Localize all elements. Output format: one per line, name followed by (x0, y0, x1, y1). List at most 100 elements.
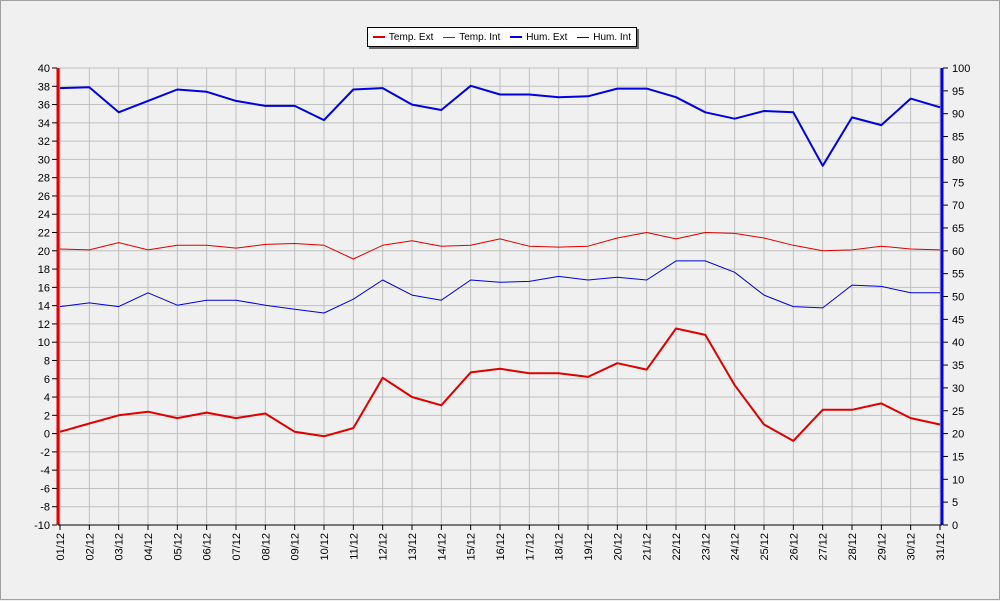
y-right-tick-label: 15 (952, 451, 964, 463)
y-left-tick-label: 22 (38, 228, 50, 240)
x-tick-label: 22/12 (671, 533, 683, 561)
x-tick-label: 06/12 (202, 533, 214, 561)
y-left-tick-label: 0 (44, 429, 50, 441)
x-tick-label: 04/12 (143, 533, 155, 561)
y-right-tick-label: 85 (952, 132, 964, 144)
legend-label: Hum. Int (593, 31, 632, 43)
series-lines (59, 84, 941, 442)
y-left-tick-label: 4 (44, 392, 50, 404)
y-right-tick-label: 25 (952, 406, 964, 418)
y-right-tick-label: 20 (952, 429, 964, 441)
y-right-tick-label: 90 (952, 109, 964, 121)
y-left-tick-label: 6 (44, 374, 50, 386)
y-left-tick-label: 2 (44, 410, 50, 422)
x-tick-label: 18/12 (554, 533, 566, 561)
legend-swatch (577, 36, 590, 38)
y-left-tick-label: 34 (38, 118, 50, 130)
y-left-tick-label: -4 (40, 465, 50, 477)
y-left-tick-label: 38 (38, 81, 50, 93)
x-tick-label: 25/12 (759, 533, 771, 561)
y-left-tick-label: 20 (38, 246, 50, 258)
legend-label: Temp. Ext (388, 31, 434, 43)
legend-entry-temp-int: Temp. Int (443, 32, 500, 43)
legend-entry-temp-ext: Temp. Ext (372, 31, 434, 43)
x-tick-label: 01/12 (55, 533, 67, 561)
x-tick-label: 19/12 (583, 533, 595, 561)
y-left-tick-label: 24 (38, 209, 50, 221)
y-right-tick-label: 95 (952, 86, 964, 98)
y-right-tick-label: 10 (952, 474, 964, 486)
x-tick-label: 15/12 (466, 533, 478, 561)
y-right-tick-label: 45 (952, 314, 964, 326)
y-left-tick-label: -8 (40, 502, 50, 514)
y-left-tick-label: 12 (38, 319, 50, 331)
legend: Temp. Ext Temp. Int Hum. Ext Hum. Int (367, 27, 637, 47)
y-right-ticks: 0 5 10 15 20 25 30 35 40 45 50 55 60 65 70 75 80 85 90 95 10… (943, 63, 970, 532)
x-tick-label: 20/12 (612, 533, 624, 561)
x-tick-label: 26/12 (788, 533, 800, 561)
series-line-temp-int (59, 232, 941, 260)
x-tick-label: 08/12 (260, 533, 272, 561)
x-tick-label: 07/12 (231, 533, 243, 561)
y-left-tick-label: 18 (38, 264, 50, 276)
x-tick-label: 28/12 (847, 533, 859, 561)
y-left-tick-label: -2 (40, 447, 50, 459)
y-right-tick-label: 30 (952, 383, 964, 395)
y-left-tick-label: 10 (38, 337, 50, 349)
y-left-tick-label: 26 (38, 191, 50, 203)
y-right-tick-label: 50 (952, 292, 964, 304)
y-left-tick-label: 28 (38, 173, 50, 185)
y-left-tick-label: 36 (38, 100, 50, 112)
y-left-ticks: -10-8-6-4-202468101214161820222426283032… (34, 63, 57, 532)
y-left-tick-label: -10 (34, 520, 50, 532)
legend-swatch (510, 36, 523, 38)
y-right-tick-label: 100 (952, 63, 970, 75)
x-tick-label: 12/12 (378, 533, 390, 561)
x-tick-label: 05/12 (172, 533, 184, 561)
y-left-tick-label: 30 (38, 154, 50, 166)
x-tick-label: 02/12 (84, 533, 96, 561)
x-tick-label: 13/12 (407, 533, 419, 561)
y-right-tick-label: 35 (952, 360, 964, 372)
x-axis-ticks: 01/12 02/12 03/12 04/12 05/12 06/12 07/12 08/12… (55, 525, 947, 561)
y-left-tick-label: 32 (38, 136, 50, 148)
x-tick-label: 24/12 (730, 533, 742, 561)
x-tick-label: 11/12 (348, 533, 360, 560)
x-tick-label: 03/12 (114, 533, 126, 561)
y-right-tick-label: 65 (952, 223, 964, 235)
legend-entry-hum-int: Hum. Int (577, 32, 631, 43)
series-line-temp-ext (59, 327, 941, 442)
y-right-tick-label: 55 (952, 269, 964, 281)
x-tick-label: 14/12 (436, 533, 448, 561)
series-line-hum-int (59, 260, 940, 314)
y-right-tick-label: 60 (952, 246, 964, 258)
legend-label: Hum. Ext (526, 31, 568, 43)
x-tick-label: 16/12 (495, 533, 507, 561)
y-right-tick-label: 5 (952, 497, 958, 509)
series-line-hum-ext (59, 84, 941, 167)
y-right-tick-label: 70 (952, 200, 964, 212)
x-tick-label: 17/12 (524, 533, 536, 561)
y-right-tick-label: 40 (952, 337, 964, 349)
legend-entry-hum-ext: Hum. Ext (510, 32, 567, 43)
x-tick-label: 23/12 (700, 533, 712, 561)
y-right-tick-label: 0 (952, 520, 958, 532)
x-tick-label: 27/12 (818, 533, 830, 561)
x-tick-label: 30/12 (906, 533, 918, 561)
x-tick-label: 09/12 (290, 533, 302, 561)
x-tick-label: 21/12 (642, 533, 654, 561)
legend-swatch (372, 36, 385, 38)
y-left-tick-label: 14 (38, 301, 50, 313)
y-left-tick-label: -6 (40, 483, 50, 495)
y-right-tick-label: 80 (952, 154, 964, 166)
legend-label: Temp. Int (459, 31, 501, 43)
y-left-tick-label: 8 (44, 355, 50, 367)
y-right-tick-label: 75 (952, 177, 964, 189)
x-tick-label: 29/12 (876, 533, 888, 561)
legend-swatch (443, 36, 456, 38)
x-tick-label: 10/12 (319, 533, 331, 561)
y-left-tick-label: 40 (38, 63, 50, 75)
grid-lines (59, 67, 941, 526)
